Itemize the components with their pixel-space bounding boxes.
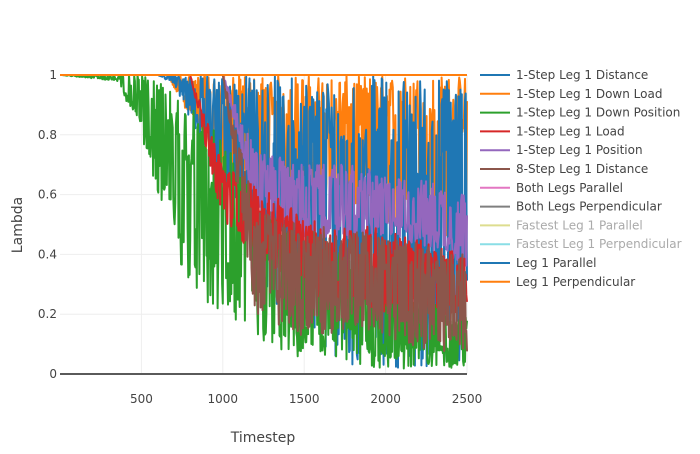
legend-item[interactable]: Fastest Leg 1 Parallel xyxy=(480,218,643,232)
x-tick-label: 2000 xyxy=(370,392,401,406)
legend-item[interactable]: 1-Step Leg 1 Position xyxy=(480,143,643,157)
y-tick-label: 0.2 xyxy=(38,307,57,321)
legend-item[interactable]: Both Legs Parallel xyxy=(480,181,623,195)
legend-label: 1-Step Leg 1 Load xyxy=(516,124,625,138)
legend-label: Both Legs Perpendicular xyxy=(516,200,662,214)
legend-label: Leg 1 Parallel xyxy=(516,256,596,270)
axes: 500 1000 1500 2000 2500 0 0.2 0.4 0.6 0.8 1 xyxy=(38,68,482,406)
legend-item[interactable]: 8-Step Leg 1 Distance xyxy=(480,162,648,176)
legend-item[interactable]: Fastest Leg 1 Perpendicular xyxy=(480,237,682,251)
y-tick-label: 0.4 xyxy=(38,247,57,261)
y-tick-label: 1 xyxy=(49,68,57,82)
x-tick-label: 500 xyxy=(130,392,153,406)
legend-label: 1-Step Leg 1 Down Position xyxy=(516,106,680,120)
legend-item[interactable]: Both Legs Perpendicular xyxy=(480,200,662,214)
series-layer xyxy=(59,74,468,375)
legend-label: Fastest Leg 1 Parallel xyxy=(516,218,643,232)
legend-label: 8-Step Leg 1 Distance xyxy=(516,162,648,176)
legend-label: Both Legs Parallel xyxy=(516,181,623,195)
y-axis-title: Lambda xyxy=(10,197,26,253)
legend-label: Leg 1 Perpendicular xyxy=(516,275,635,289)
legend-item[interactable]: 1-Step Leg 1 Down Position xyxy=(480,106,680,120)
legend-label: 1-Step Leg 1 Down Load xyxy=(516,87,662,101)
legend-item[interactable]: Leg 1 Parallel xyxy=(480,256,596,270)
legend-label: 1-Step Leg 1 Position xyxy=(516,143,643,157)
x-axis-title: Timestep xyxy=(230,430,296,446)
y-tick-label: 0.8 xyxy=(38,128,57,142)
x-tick-label: 2500 xyxy=(452,392,483,406)
legend-item[interactable]: 1-Step Leg 1 Down Load xyxy=(480,87,662,101)
legend-item[interactable]: Leg 1 Perpendicular xyxy=(480,275,635,289)
y-tick-label: 0 xyxy=(49,367,57,381)
legend-label: Fastest Leg 1 Perpendicular xyxy=(516,237,682,251)
y-tick-label: 0.6 xyxy=(38,188,57,202)
legend-label: 1-Step Leg 1 Distance xyxy=(516,68,648,82)
legend-item[interactable]: 1-Step Leg 1 Load xyxy=(480,124,625,138)
x-tick-label: 1000 xyxy=(208,392,239,406)
x-tick-label: 1500 xyxy=(289,392,320,406)
legend-item[interactable]: 1-Step Leg 1 Distance xyxy=(480,68,648,82)
series-line-1-step-leg-1-down-position[interactable] xyxy=(59,74,468,370)
legend[interactable]: 1-Step Leg 1 Distance 1-Step Leg 1 Down L… xyxy=(480,68,682,289)
